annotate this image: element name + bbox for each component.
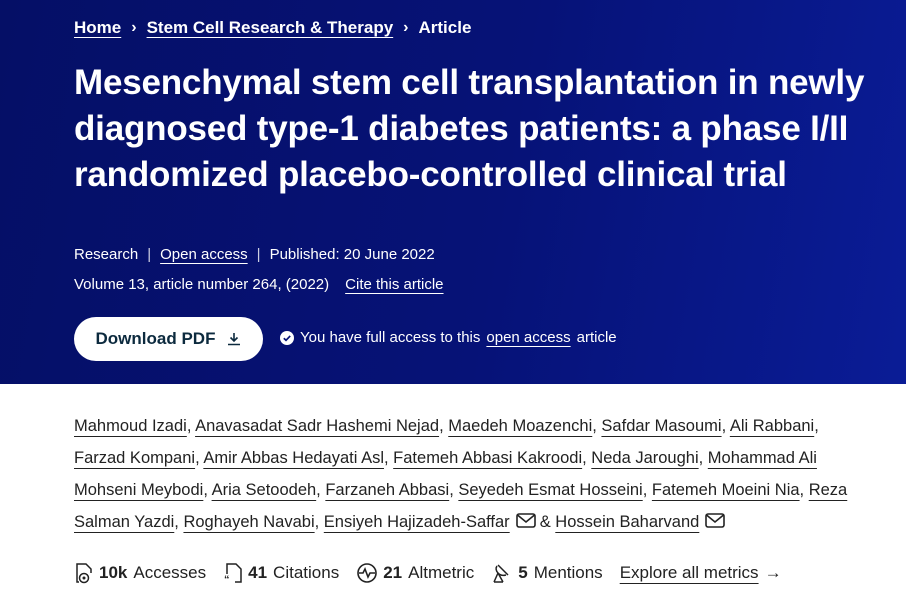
article-header: Home › Stem Cell Research & Therapy › Ar… xyxy=(0,0,906,384)
author-link[interactable]: Neda Jaroughi xyxy=(591,449,699,467)
metric-value: 10k xyxy=(99,563,128,582)
metric-mentions[interactable]: 5 Mentions xyxy=(491,562,603,584)
author-link[interactable]: Farzad Kompani xyxy=(74,449,196,467)
accesses-icon xyxy=(76,563,92,584)
breadcrumb: Home › Stem Cell Research & Therapy › Ar… xyxy=(74,18,471,38)
divider: | xyxy=(147,246,152,263)
metric-altmetric[interactable]: 21 Altmetric xyxy=(356,562,474,584)
svg-text:“: “ xyxy=(224,574,230,584)
breadcrumb-current: Article xyxy=(418,18,472,37)
altmetric-icon xyxy=(357,563,377,583)
download-pdf-button[interactable]: Download PDF xyxy=(74,317,263,361)
check-circle-icon xyxy=(280,330,294,345)
author-link[interactable]: Maedeh Moazenchi xyxy=(448,417,593,435)
metric-label: Citations xyxy=(273,563,340,582)
cite-article-link[interactable]: Cite this article xyxy=(345,276,444,293)
author-link[interactable]: Safdar Masoumi xyxy=(601,417,722,435)
author-list: Mahmoud Izadi, Anavasadat Sadr Hashemi N… xyxy=(74,410,864,539)
author-link[interactable]: Seyedeh Esmat Hosseini xyxy=(458,481,643,499)
author-link[interactable]: Fatemeh Abbasi Kakroodi xyxy=(393,449,583,467)
metric-accesses[interactable]: 10k Accesses xyxy=(74,562,206,584)
explore-metrics-link[interactable]: Explore all metrics xyxy=(619,563,759,582)
author-link[interactable]: Farzaneh Abbasi xyxy=(325,481,450,499)
metric-label: Accesses xyxy=(133,563,207,582)
metric-citations[interactable]: “ 41 Citations xyxy=(223,562,339,584)
author-link[interactable]: Fatemeh Moeini Nia xyxy=(651,481,800,499)
volume-info: Volume 13, article number 264, (2022) xyxy=(74,276,330,293)
download-icon xyxy=(228,333,241,346)
author-link[interactable]: Roghayeh Navabi xyxy=(183,513,315,531)
author-link[interactable]: Aria Setoodeh xyxy=(211,481,317,499)
author-separator: & xyxy=(539,513,551,531)
article-volume-row: Volume 13, article number 264, (2022) Ci… xyxy=(74,276,444,293)
open-access-link[interactable]: Open access xyxy=(160,246,248,263)
email-icon[interactable] xyxy=(705,507,726,539)
metric-value: 21 xyxy=(383,563,403,582)
email-icon[interactable] xyxy=(515,507,536,539)
author-link[interactable]: Mahmoud Izadi xyxy=(74,417,187,435)
published-date: Published: 20 June 2022 xyxy=(269,246,435,263)
breadcrumb-journal[interactable]: Stem Cell Research & Therapy xyxy=(146,18,394,37)
access-suffix: article xyxy=(576,329,617,346)
author-link[interactable]: Ensiyeh Hajizadeh-Saffar xyxy=(323,513,510,531)
page-title: Mesenchymal stem cell transplantation in… xyxy=(74,63,865,194)
access-prefix: You have full access to this xyxy=(300,329,481,346)
metric-label: Altmetric xyxy=(408,563,475,582)
metric-value: 5 xyxy=(518,563,528,582)
metric-label: Mentions xyxy=(533,563,603,582)
author-link[interactable]: Mohammad Ali Mohseni Meybodi xyxy=(74,449,817,499)
chevron-right-icon: › xyxy=(131,19,137,36)
author-link[interactable]: Reza Salman Yazdi xyxy=(74,481,848,531)
author-link[interactable]: Anavasadat Sadr Hashemi Nejad xyxy=(195,417,440,435)
article-type: Research xyxy=(74,246,139,263)
arrow-right-icon: → xyxy=(764,563,782,582)
open-access-info-link[interactable]: open access xyxy=(486,329,571,346)
download-label: Download PDF xyxy=(95,329,216,348)
article-meta: Research | Open access | Published: 20 J… xyxy=(74,246,435,263)
author-link[interactable]: Amir Abbas Hedayati Asl xyxy=(203,449,384,467)
divider: | xyxy=(256,246,261,263)
chevron-right-icon: › xyxy=(403,19,409,36)
metric-value: 41 xyxy=(248,563,268,582)
breadcrumb-home[interactable]: Home xyxy=(74,18,122,37)
citations-icon: “ xyxy=(224,563,242,584)
access-notice: You have full access to this open access… xyxy=(280,329,617,346)
mentions-icon xyxy=(493,564,509,583)
author-link[interactable]: Hossein Baharvand xyxy=(555,513,700,531)
author-link[interactable]: Ali Rabbani xyxy=(729,417,815,435)
